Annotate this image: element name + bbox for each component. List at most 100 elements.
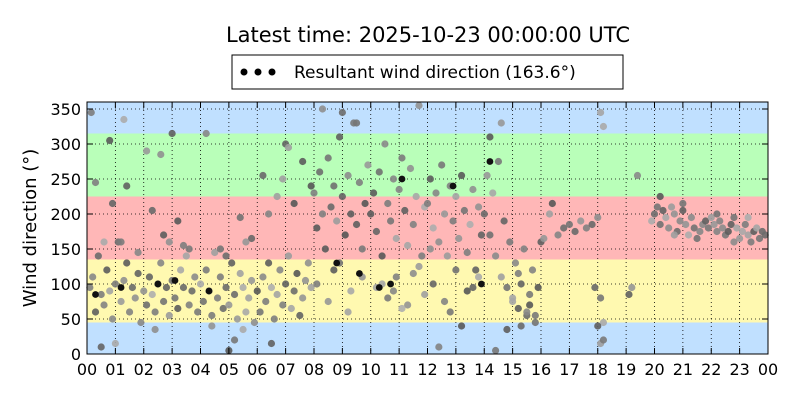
data-point-146 [338, 108, 346, 117]
data-point-54 [179, 241, 188, 250]
data-point-124 [321, 245, 329, 253]
data-point-243 [548, 199, 556, 208]
data-point-208 [469, 283, 477, 292]
data-point-118 [279, 175, 287, 183]
data-point-278 [690, 224, 698, 232]
data-point-248 [577, 217, 585, 225]
data-point-264 [650, 210, 659, 218]
data-point-214 [492, 252, 500, 260]
data-point-111 [273, 192, 281, 201]
data-point-37 [160, 297, 168, 306]
data-point-236 [531, 311, 539, 320]
data-point-42 [174, 304, 182, 313]
data-point-25 [87, 108, 95, 117]
data-point-261 [628, 283, 636, 292]
x-tick-label-3: 03 [162, 360, 182, 379]
x-tick-label-11: 11 [389, 360, 409, 379]
data-point-147 [352, 119, 361, 127]
data-point-160 [395, 185, 403, 194]
data-point-82 [236, 213, 244, 222]
data-point-21 [106, 136, 114, 145]
data-point-132 [344, 171, 352, 180]
data-point-125 [324, 154, 332, 162]
data-point-166 [412, 192, 420, 201]
data-point-47 [188, 287, 196, 295]
data-point-286 [713, 227, 721, 236]
data-point-152 [372, 227, 381, 236]
data-point-179 [421, 290, 429, 299]
data-point-117 [284, 143, 293, 152]
data-point-218 [503, 283, 511, 292]
highlight-point-9 [398, 175, 406, 183]
data-point-139 [364, 161, 372, 169]
data-point-163 [404, 241, 412, 250]
data-point-171 [384, 294, 392, 302]
x-tick-label-23: 23 [729, 360, 749, 379]
data-point-305 [679, 199, 687, 208]
data-point-151 [369, 189, 378, 197]
data-point-8 [108, 315, 117, 323]
data-point-14 [125, 308, 134, 316]
data-point-213 [489, 189, 497, 197]
data-point-66 [213, 294, 222, 302]
data-point-123 [318, 210, 327, 218]
data-point-251 [594, 213, 602, 222]
data-point-148 [330, 266, 338, 274]
data-point-297 [744, 231, 752, 239]
y-axis-ticks: 0 50 100 150 200 250 300 350 [50, 100, 768, 364]
data-point-233 [523, 308, 531, 316]
data-point-202 [452, 266, 460, 274]
data-point-5 [100, 301, 108, 309]
data-point-73 [233, 315, 241, 323]
data-point-292 [730, 213, 738, 222]
x-tick-label-21: 21 [673, 360, 693, 379]
x-tick-label-20: 20 [644, 360, 664, 379]
x-tick-label-22: 22 [701, 360, 721, 379]
data-point-192 [457, 171, 466, 180]
data-point-87 [242, 238, 250, 246]
data-point-46 [185, 301, 193, 309]
x-tick-label-24: 00 [758, 360, 778, 379]
data-point-68 [219, 304, 227, 313]
data-point-69 [222, 283, 230, 292]
data-point-229 [534, 283, 542, 292]
data-point-56 [174, 217, 182, 225]
data-point-200 [429, 280, 437, 288]
data-point-28 [117, 238, 125, 246]
data-point-105 [296, 311, 304, 320]
data-point-246 [565, 220, 573, 229]
x-tick-label-19: 19 [616, 360, 636, 379]
data-point-48 [191, 273, 199, 281]
data-point-212 [486, 231, 494, 239]
data-point-172 [392, 273, 400, 281]
data-point-245 [560, 224, 568, 232]
data-point-59 [151, 325, 159, 334]
data-point-201 [440, 297, 449, 306]
x-tick-label-7: 07 [275, 360, 295, 379]
data-point-203 [463, 287, 471, 295]
data-point-97 [273, 290, 281, 299]
x-tick-label-1: 01 [105, 360, 125, 379]
data-point-178 [409, 269, 417, 278]
highlight-point-11 [478, 280, 485, 288]
data-point-230 [486, 133, 494, 141]
data-point-222 [514, 304, 522, 313]
data-point-89 [239, 325, 247, 334]
data-point-277 [687, 213, 695, 222]
x-tick-label-15: 15 [502, 360, 522, 379]
data-point-257 [599, 336, 608, 344]
data-point-185 [438, 161, 446, 169]
data-point-15 [128, 283, 136, 292]
data-point-49 [194, 308, 202, 316]
data-point-300 [753, 224, 761, 232]
data-point-26 [100, 238, 108, 246]
data-point-173 [404, 301, 412, 309]
data-point-95 [267, 283, 276, 292]
x-tick-label-5: 05 [219, 360, 239, 379]
data-point-157 [387, 217, 395, 225]
data-point-263 [648, 217, 656, 225]
data-point-269 [665, 224, 673, 232]
data-point-164 [406, 164, 415, 173]
data-point-50 [142, 147, 151, 155]
data-point-32 [145, 273, 154, 281]
